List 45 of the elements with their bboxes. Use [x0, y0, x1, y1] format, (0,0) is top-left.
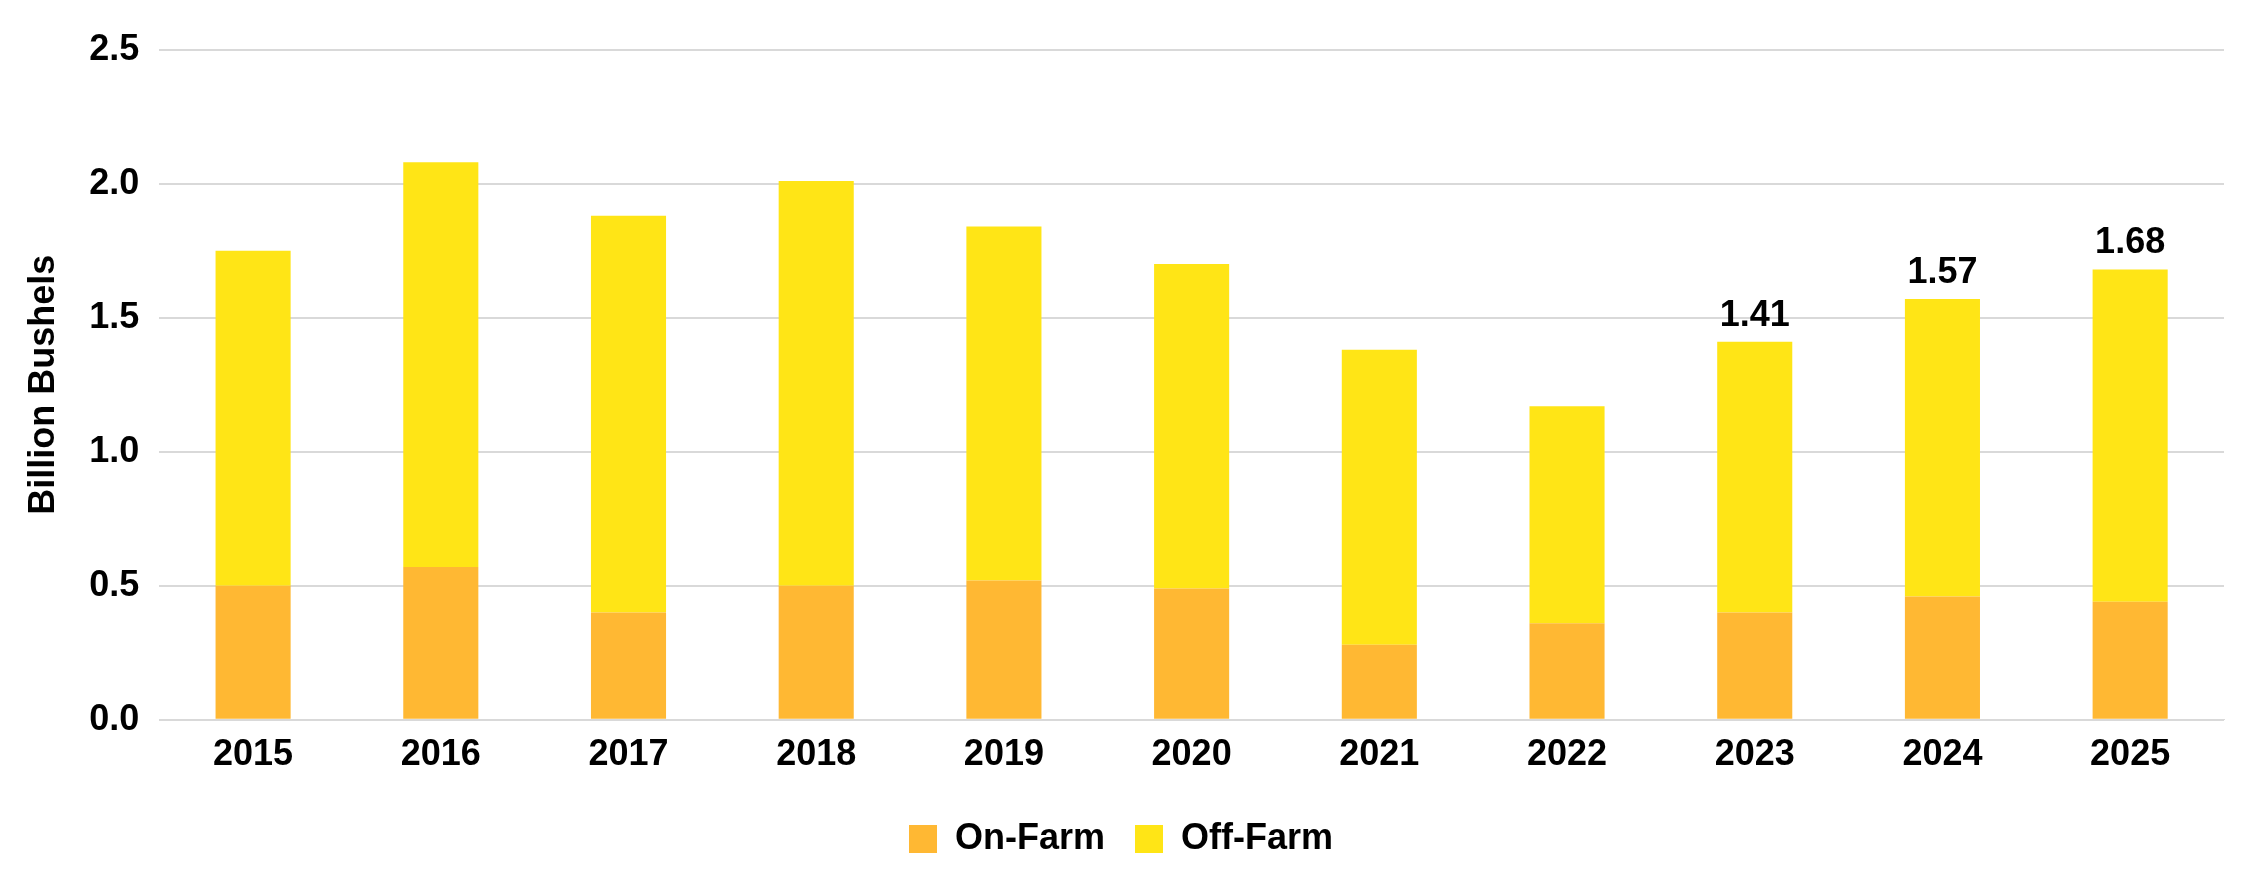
- x-tick-label: 2021: [1339, 732, 1420, 774]
- x-tick-label: 2016: [400, 732, 481, 774]
- x-tick-label: 2022: [1526, 732, 1608, 774]
- y-tick-label: 2.0: [89, 160, 140, 202]
- bar: [1341, 644, 1417, 719]
- x-tick-label: 2023: [1714, 732, 1795, 774]
- x-tick-label: 2020: [1151, 732, 1232, 774]
- y-tick-label: 0.5: [89, 562, 140, 604]
- bar: [1904, 298, 1980, 597]
- legend-label: Off-Farm: [1181, 815, 1334, 857]
- bar: [590, 215, 667, 613]
- bar: [403, 566, 479, 719]
- bar: [215, 585, 291, 719]
- bar: [2092, 601, 2168, 719]
- bar: [1529, 406, 1605, 624]
- bar: [1341, 349, 1417, 645]
- x-tick-label: 2017: [588, 732, 669, 774]
- bar: [1154, 588, 1230, 719]
- x-tick-label: 2015: [213, 732, 294, 774]
- bar: [1717, 612, 1793, 719]
- y-tick-label: 1.0: [89, 428, 140, 470]
- bar: [590, 612, 667, 719]
- total-label: 1.68: [2095, 220, 2166, 262]
- total-label: 1.57: [1907, 249, 1978, 291]
- y-tick-label: 1.5: [89, 294, 140, 336]
- bar: [1717, 341, 1793, 613]
- y-tick-label: 0.0: [89, 696, 140, 738]
- bar: [1904, 596, 1980, 719]
- bar: [778, 180, 854, 586]
- bar: [966, 580, 1042, 719]
- y-tick-label: 2.5: [89, 26, 140, 68]
- bar: [215, 250, 291, 586]
- bar: [1154, 264, 1230, 589]
- x-tick-label: 2024: [1902, 732, 1983, 774]
- bar: [1529, 623, 1605, 719]
- y-axis-title: Billion Bushels: [20, 254, 62, 515]
- bar: [403, 162, 479, 567]
- total-label: 1.41: [1719, 292, 1790, 334]
- legend-label: On-Farm: [955, 815, 1106, 857]
- x-tick-label: 2018: [776, 732, 857, 774]
- x-tick-label: 2019: [963, 732, 1044, 774]
- bar: [2092, 269, 2168, 602]
- bar: [966, 226, 1042, 581]
- x-tick-label: 2025: [2090, 732, 2171, 774]
- bar: [778, 585, 854, 719]
